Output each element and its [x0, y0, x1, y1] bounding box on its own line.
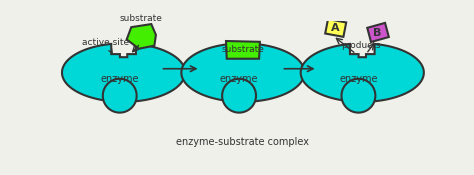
- Polygon shape: [226, 41, 260, 59]
- Text: B: B: [374, 27, 382, 38]
- Polygon shape: [182, 44, 304, 102]
- Text: A: A: [331, 23, 340, 33]
- Polygon shape: [103, 79, 137, 113]
- Polygon shape: [367, 23, 389, 42]
- Polygon shape: [62, 44, 185, 102]
- Text: enzyme: enzyme: [100, 74, 139, 84]
- Text: substrate: substrate: [119, 13, 162, 23]
- Text: enzyme: enzyme: [339, 74, 378, 84]
- Text: enzyme-substrate complex: enzyme-substrate complex: [176, 137, 310, 147]
- Polygon shape: [222, 79, 256, 113]
- Polygon shape: [325, 19, 346, 37]
- Text: enzyme: enzyme: [220, 74, 258, 84]
- Polygon shape: [127, 24, 156, 49]
- Text: active site: active site: [82, 38, 129, 53]
- Polygon shape: [301, 44, 424, 102]
- Text: products: products: [341, 41, 381, 50]
- Text: substrate: substrate: [221, 45, 264, 54]
- Polygon shape: [341, 79, 375, 113]
